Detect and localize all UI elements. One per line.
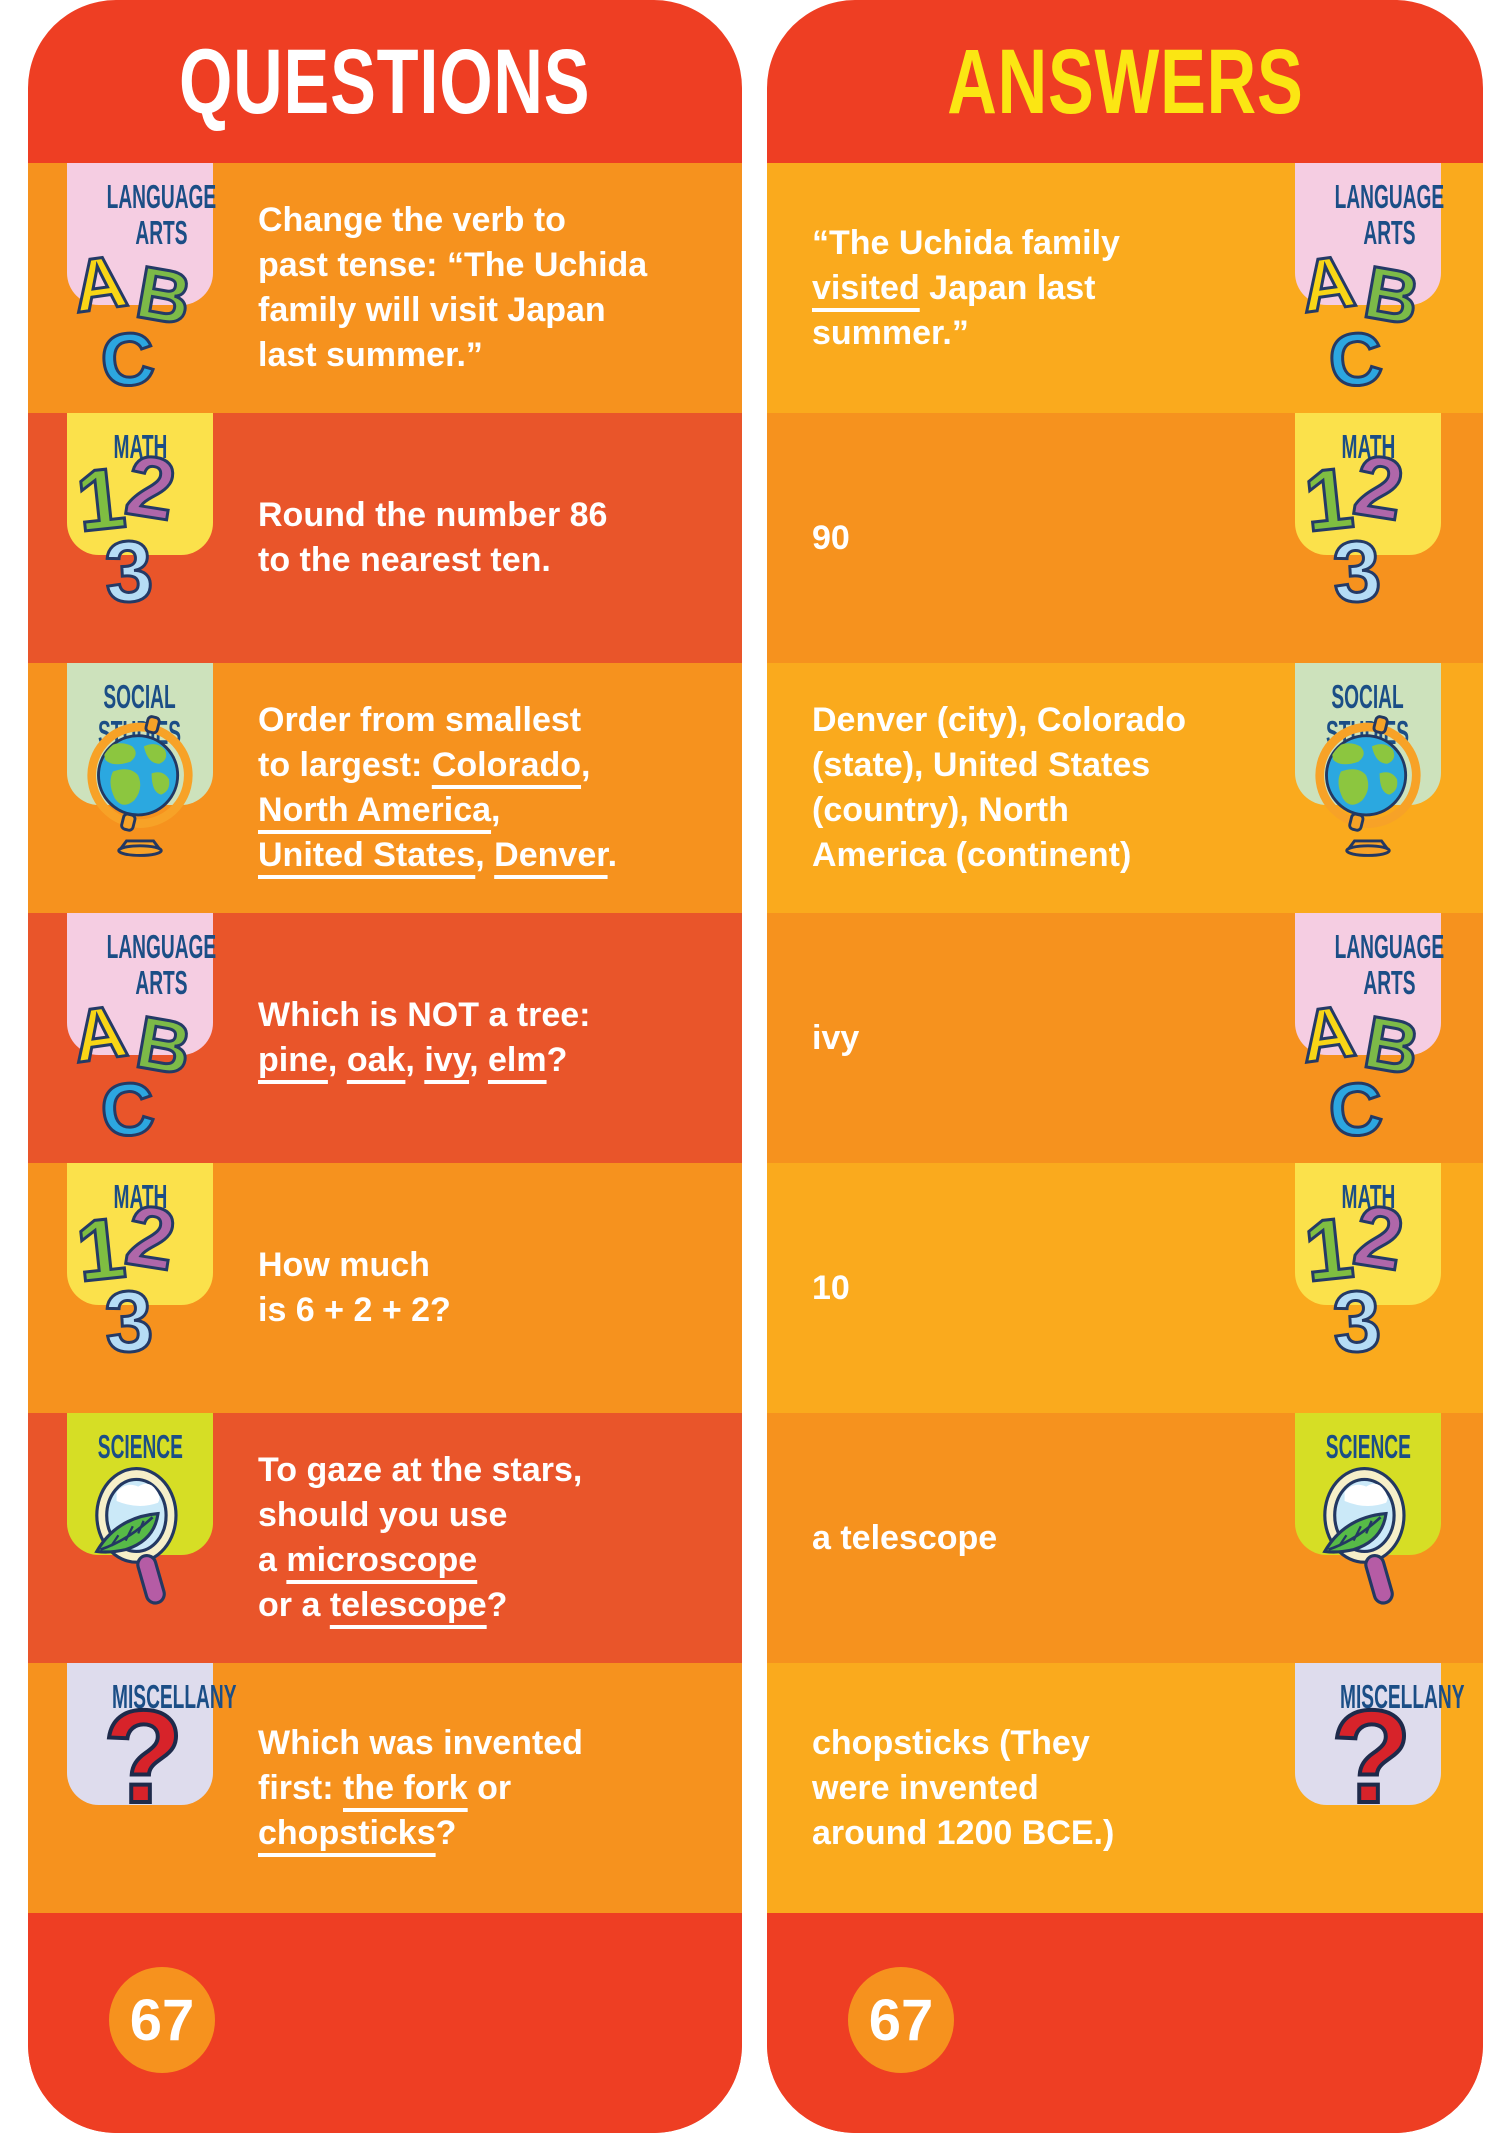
category-label: MISCELLANY: [112, 1678, 237, 1715]
answer-row: SOCIAL STUDIES: [767, 663, 1483, 913]
question-row: SOCIAL STUDIES: [28, 663, 742, 913]
question-row: SCIENCE To gaze at the stars, should you …: [28, 1413, 742, 1663]
category-label: LANGUAGE ARTS: [1334, 928, 1445, 1001]
category-badge-social-studies: SOCIAL STUDIES: [1295, 663, 1441, 857]
category-badge-social-studies: SOCIAL STUDIES: [67, 663, 213, 857]
answer-text: a telescope: [812, 1518, 998, 1557]
questions-header: QUESTIONS: [28, 0, 742, 163]
category-badge-miscellany: MISCELLANY ?: [1295, 1663, 1465, 1825]
questions-title: QUESTIONS: [179, 29, 591, 133]
category-label: MATH: [1341, 428, 1395, 465]
question-text: Round the number 86 to the nearest ten.: [258, 496, 608, 579]
answer-text: 90: [812, 518, 850, 557]
question-text: To gaze at the stars, should you use a mic…: [258, 1451, 583, 1624]
magnifier-leaf-icon: [1322, 1467, 1406, 1605]
category-label: MATH: [1341, 1178, 1395, 1215]
answer-text: 10: [812, 1268, 850, 1307]
page-number-circle: 67: [109, 1967, 215, 2073]
answer-text: “The Uchida family visited Japan last summ…: [812, 223, 1120, 352]
category-label: SCIENCE: [97, 1428, 183, 1465]
page-number: 67: [129, 1987, 195, 2053]
answer-text: Denver (city), Colorado (state), United S…: [812, 701, 1187, 874]
category-label: LANGUAGE ARTS: [106, 928, 217, 1001]
question-text: Which was invented first: the fork or chop…: [258, 1723, 583, 1852]
questions-footer: 67: [28, 1913, 742, 2133]
category-label: MISCELLANY: [1340, 1678, 1465, 1715]
question-text: Order from smallest to largest: Colorado,…: [258, 701, 618, 874]
magnifier-leaf-icon: [94, 1467, 178, 1605]
category-label: MATH: [113, 428, 167, 465]
question-text: How much is 6 + 2 + 2?: [258, 1246, 451, 1329]
answer-row: SCIENCE a telescope: [767, 1413, 1483, 1663]
category-label: SCIENCE: [1325, 1428, 1411, 1465]
category-badge-science: SCIENCE: [1295, 1413, 1441, 1605]
question-text: Change the verb to past tense: “The Uchid…: [258, 201, 648, 374]
answers-header: ANSWERS: [767, 0, 1483, 163]
answers-title: ANSWERS: [946, 29, 1304, 133]
page-number-circle: 67: [848, 1967, 954, 2073]
globe-icon: [1315, 715, 1421, 857]
question-row: MISCELLANY ? Which was invented first: th…: [28, 1663, 742, 1913]
answer-text: ivy: [812, 1018, 860, 1057]
globe-icon: [87, 715, 193, 857]
answer-row: MISCELLANY ? chopsticks (They were invent…: [767, 1663, 1483, 1913]
answers-footer: 67: [767, 1913, 1483, 2133]
question-text: Which is NOT a tree: pine, oak, ivy, elm?: [258, 996, 591, 1079]
category-label: MATH: [113, 1178, 167, 1215]
answer-text: chopsticks (They were invented around 1200…: [812, 1723, 1115, 1852]
category-badge-miscellany: MISCELLANY ?: [67, 1663, 237, 1825]
category-label: LANGUAGE ARTS: [106, 178, 217, 251]
page-number: 67: [868, 1987, 934, 2053]
category-label: LANGUAGE ARTS: [1334, 178, 1445, 251]
category-badge-science: SCIENCE: [67, 1413, 213, 1605]
